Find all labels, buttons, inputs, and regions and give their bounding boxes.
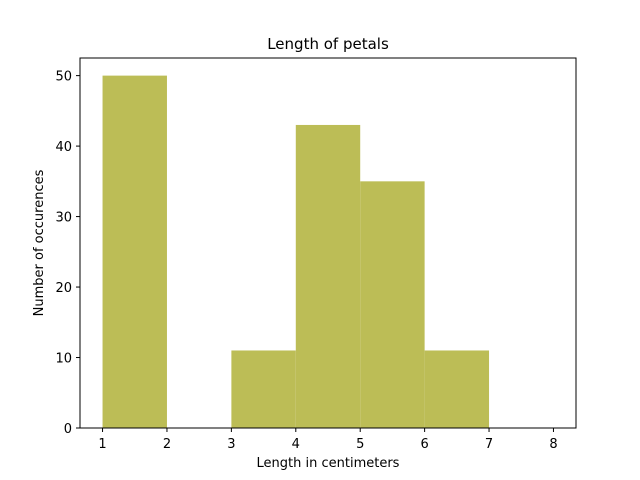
y-tick-label: 50 — [55, 70, 72, 85]
x-tick-label: 3 — [227, 437, 235, 452]
y-tick-label: 40 — [55, 140, 72, 155]
x-tick-label: 6 — [420, 437, 428, 452]
x-tick-label: 1 — [98, 437, 106, 452]
histogram-bar-6-7 — [424, 350, 490, 428]
x-axis-title: Length in centimeters — [257, 456, 400, 471]
x-tick-label: 4 — [292, 437, 300, 452]
x-tick-label: 2 — [163, 437, 171, 452]
y-tick-label: 20 — [55, 281, 72, 296]
y-tick-label: 30 — [55, 211, 72, 226]
y-tick-label: 0 — [64, 422, 72, 437]
x-tick-label: 7 — [485, 437, 493, 452]
bars-group — [102, 75, 490, 428]
x-tick-label: 5 — [356, 437, 364, 452]
y-axis: 0 10 20 30 40 50 — [55, 70, 80, 437]
y-axis-title: Number of occurences — [32, 169, 47, 316]
histogram-bar-5-6 — [360, 181, 425, 428]
x-tick-label: 8 — [549, 437, 557, 452]
axes-frame — [79, 57, 577, 429]
y-tick-label: 10 — [55, 352, 72, 367]
chart-title: Length of petals — [267, 35, 389, 53]
histogram-bar-3-4 — [231, 350, 296, 428]
histogram-bar-1-2 — [102, 75, 167, 428]
x-axis: 1 2 3 4 5 6 7 8 — [98, 428, 558, 452]
histogram-bar-4-5 — [295, 124, 361, 428]
